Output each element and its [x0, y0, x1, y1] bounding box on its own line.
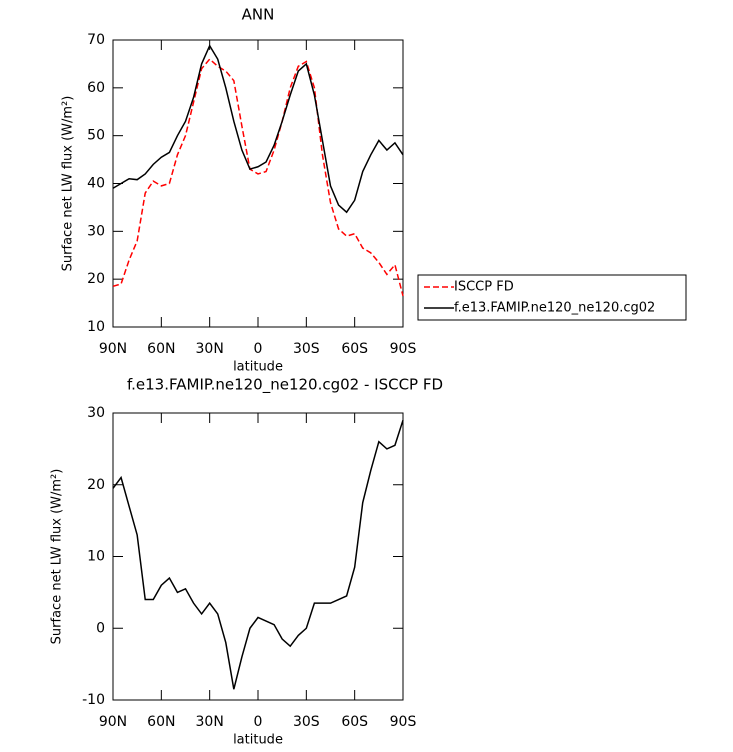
plot-frame — [112, 412, 404, 701]
x-tick-label: 90N — [99, 341, 127, 357]
y-axis-label: Surface net LW flux (W/m²) — [61, 96, 76, 272]
y-tick-label: 10 — [87, 549, 105, 565]
x-tick-label: 0 — [254, 714, 263, 730]
x-tick-label: 60S — [341, 714, 368, 730]
y-tick-label: 0 — [96, 620, 105, 636]
x-tick-label: 60N — [147, 714, 175, 730]
x-axis-label: latitude — [233, 733, 283, 748]
chart-title: f.e13.FAMIP.ne120_ne120.cg02 - ISCCP FD — [127, 376, 443, 395]
chart-title: ANN — [242, 6, 275, 24]
x-tick-label: 30S — [293, 714, 320, 730]
y-tick-label: 40 — [87, 176, 105, 192]
x-tick-label: 90S — [390, 714, 417, 730]
y-tick-label: 60 — [87, 80, 105, 96]
data-line — [112, 44, 404, 214]
x-axis-label: latitude — [233, 360, 283, 375]
y-tick-label: -10 — [82, 692, 105, 708]
y-tick-label: 30 — [87, 405, 105, 421]
x-tick-label: 0 — [254, 341, 263, 357]
x-tick-label: 30S — [293, 341, 320, 357]
data-line — [112, 419, 404, 690]
y-tick-label: 30 — [87, 223, 105, 239]
x-tick-label: 30N — [196, 341, 224, 357]
legend-label: f.e13.FAMIP.ne120_ne120.cg02 — [454, 301, 655, 316]
x-tick-label: 30N — [196, 714, 224, 730]
legend-box — [417, 274, 687, 321]
y-tick-label: 50 — [87, 128, 105, 144]
x-tick-label: 60N — [147, 341, 175, 357]
y-tick-label: 10 — [87, 319, 105, 335]
x-tick-label: 60S — [341, 341, 368, 357]
y-tick-label: 20 — [87, 271, 105, 287]
y-tick-label: 70 — [87, 32, 105, 48]
data-line — [112, 58, 404, 297]
x-tick-label: 90S — [390, 341, 417, 357]
x-tick-label: 90N — [99, 714, 127, 730]
legend-label: ISCCP FD — [454, 280, 514, 295]
y-axis-label: Surface net LW flux (W/m²) — [50, 469, 65, 645]
y-tick-label: 20 — [87, 477, 105, 493]
